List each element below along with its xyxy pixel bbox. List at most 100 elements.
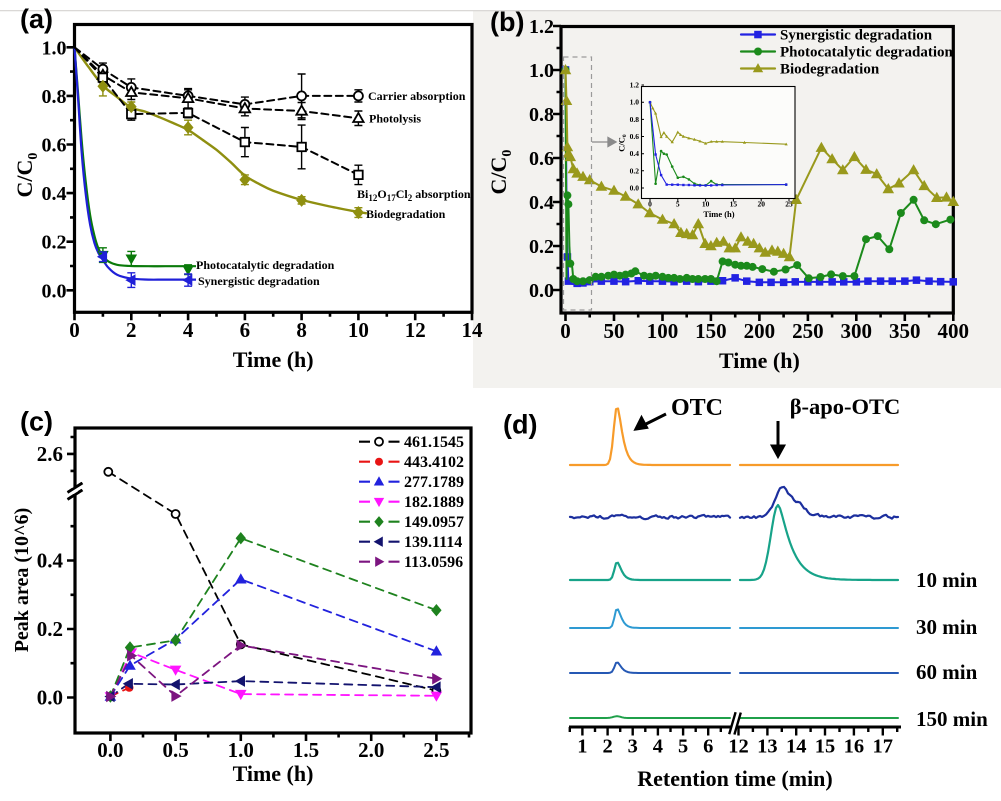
svg-text:0.5: 0.5 — [162, 738, 188, 762]
svg-text:0.6: 0.6 — [42, 135, 67, 157]
svg-text:0.4: 0.4 — [42, 183, 67, 205]
svg-text:12: 12 — [405, 318, 426, 342]
svg-text:0.6: 0.6 — [529, 148, 554, 170]
svg-text:0.4: 0.4 — [529, 192, 554, 214]
svg-text:400: 400 — [938, 319, 970, 343]
svg-text:200: 200 — [744, 319, 776, 343]
svg-text:300: 300 — [841, 319, 873, 343]
svg-text:(a): (a) — [20, 4, 53, 34]
svg-text:Time (h): Time (h) — [703, 209, 734, 219]
svg-text:113.0596: 113.0596 — [404, 554, 463, 571]
svg-text:0.0: 0.0 — [97, 738, 123, 762]
svg-text:0.8: 0.8 — [529, 104, 554, 126]
svg-text:5: 5 — [676, 200, 680, 209]
svg-text:443.4102: 443.4102 — [404, 454, 464, 471]
svg-text:Biodegradation: Biodegradation — [366, 207, 446, 221]
svg-text:139.1114: 139.1114 — [404, 534, 462, 551]
svg-text:Peak area (10^6): Peak area (10^6) — [11, 508, 33, 653]
svg-text:149.0957: 149.0957 — [404, 514, 464, 531]
svg-text:(c): (c) — [20, 407, 53, 437]
svg-text:14: 14 — [786, 736, 807, 758]
svg-text:0.2: 0.2 — [42, 232, 67, 254]
svg-text:16: 16 — [844, 736, 865, 758]
svg-text:20: 20 — [757, 200, 765, 209]
svg-text:Carrier absorption: Carrier absorption — [368, 89, 466, 103]
svg-text:1.0: 1.0 — [42, 37, 67, 59]
svg-text:8: 8 — [296, 318, 307, 342]
svg-text:OTC: OTC — [671, 395, 723, 421]
svg-text:15: 15 — [730, 200, 738, 209]
svg-text:C/C0: C/C0 — [12, 153, 41, 198]
svg-text:17: 17 — [873, 736, 894, 758]
svg-text:13: 13 — [757, 736, 778, 758]
svg-text:150: 150 — [695, 319, 727, 343]
svg-text:1.0: 1.0 — [529, 60, 554, 82]
svg-text:0.8: 0.8 — [42, 86, 67, 108]
svg-text:0.4: 0.4 — [37, 549, 64, 573]
svg-text:25: 25 — [785, 200, 793, 209]
svg-text:277.1789: 277.1789 — [404, 474, 464, 491]
svg-text:30 min: 30 min — [916, 615, 978, 639]
svg-text:Bi12O17Cl2 absorption: Bi12O17Cl2 absorption — [357, 187, 471, 203]
svg-text:1.0: 1.0 — [630, 98, 640, 107]
svg-text:0.4: 0.4 — [630, 149, 640, 158]
svg-text:1.2: 1.2 — [630, 81, 640, 90]
svg-text:Time (h): Time (h) — [233, 761, 314, 786]
svg-text:2.0: 2.0 — [358, 738, 384, 762]
svg-text:Time (h): Time (h) — [233, 347, 314, 372]
svg-text:Retention time (min): Retention time (min) — [637, 766, 833, 791]
svg-text:3: 3 — [628, 736, 638, 758]
svg-text:Time (h): Time (h) — [719, 348, 800, 373]
svg-text:Biodegradation: Biodegradation — [780, 62, 880, 78]
svg-text:0.0: 0.0 — [529, 280, 554, 302]
svg-text:14: 14 — [462, 318, 484, 342]
svg-text:50: 50 — [604, 319, 625, 343]
svg-text:Photocatalytic degradation: Photocatalytic degradation — [196, 258, 335, 272]
svg-text:12: 12 — [728, 736, 749, 758]
svg-text:60 min: 60 min — [916, 660, 978, 684]
svg-text:0: 0 — [69, 318, 80, 342]
svg-text:1: 1 — [577, 736, 587, 758]
svg-text:0.0: 0.0 — [630, 184, 640, 193]
svg-text:0.0: 0.0 — [42, 280, 67, 302]
svg-text:Synergistic degradation: Synergistic degradation — [780, 28, 933, 44]
svg-text:β-apo-OTC: β-apo-OTC — [790, 394, 901, 419]
svg-text:5: 5 — [678, 736, 688, 758]
svg-text:6: 6 — [240, 318, 251, 342]
svg-text:2.6: 2.6 — [37, 442, 63, 466]
svg-text:0.6: 0.6 — [630, 132, 640, 141]
svg-text:10 min: 10 min — [916, 568, 978, 592]
svg-text:2: 2 — [126, 318, 137, 342]
svg-text:2: 2 — [602, 736, 612, 758]
svg-text:1.2: 1.2 — [529, 16, 554, 38]
svg-text:1.0: 1.0 — [228, 738, 254, 762]
svg-text:350: 350 — [889, 319, 921, 343]
svg-text:Photolysis: Photolysis — [369, 112, 421, 126]
svg-text:0.2: 0.2 — [37, 617, 63, 641]
svg-text:182.1889: 182.1889 — [404, 494, 464, 511]
svg-text:4: 4 — [653, 736, 663, 758]
svg-text:2.5: 2.5 — [423, 738, 449, 762]
svg-text:(d): (d) — [503, 410, 537, 440]
svg-text:100: 100 — [647, 319, 679, 343]
svg-text:10: 10 — [348, 318, 369, 342]
svg-text:C/C0: C/C0 — [617, 134, 629, 152]
svg-text:C/C0: C/C0 — [486, 150, 515, 195]
svg-text:(b): (b) — [490, 7, 524, 37]
svg-text:0: 0 — [648, 200, 652, 209]
svg-text:0.2: 0.2 — [529, 236, 554, 258]
svg-text:Photocatalytic degradation: Photocatalytic degradation — [780, 45, 954, 61]
svg-text:150 min: 150 min — [916, 707, 988, 731]
svg-text:6: 6 — [703, 736, 713, 758]
svg-text:461.1545: 461.1545 — [404, 434, 464, 451]
svg-text:0: 0 — [560, 319, 571, 343]
svg-text:250: 250 — [792, 319, 824, 343]
svg-text:0.8: 0.8 — [630, 115, 640, 124]
svg-text:0.0: 0.0 — [37, 686, 63, 710]
svg-text:10: 10 — [702, 200, 710, 209]
svg-text:15: 15 — [815, 736, 836, 758]
svg-text:0.2: 0.2 — [630, 166, 640, 175]
svg-text:1.5: 1.5 — [293, 738, 319, 762]
svg-text:4: 4 — [183, 318, 194, 342]
svg-text:Synergistic degradation: Synergistic degradation — [198, 274, 320, 288]
